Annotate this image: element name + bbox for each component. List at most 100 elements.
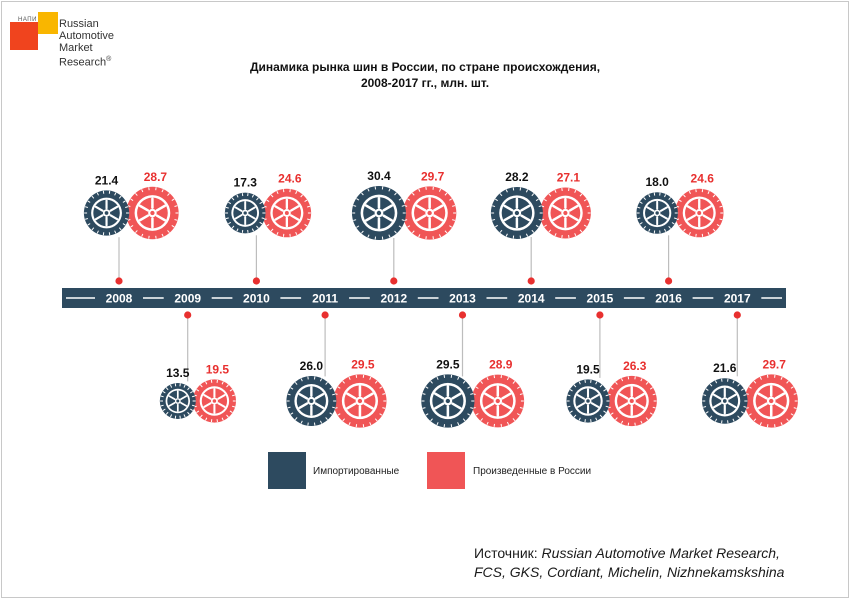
wheel-tread	[191, 404, 195, 407]
wheel-tread	[256, 197, 259, 201]
wheel-icon-domestic	[126, 186, 179, 240]
wheel-tread	[337, 386, 341, 389]
wheel-tread	[688, 190, 691, 195]
wheel-tread	[790, 386, 794, 389]
wheel-icon-imported	[636, 192, 678, 234]
wheel-tread	[91, 227, 95, 231]
wheel-tread	[664, 228, 667, 232]
wheel-spoke	[364, 214, 376, 222]
wheel-tread	[579, 193, 583, 197]
wheel-tread	[130, 225, 134, 228]
wheel-tread	[573, 414, 577, 418]
wheel-icon-domestic	[539, 187, 591, 239]
wheel-spoke	[634, 392, 645, 400]
wheel-tread	[683, 228, 686, 232]
wheel-hub-center	[629, 398, 634, 404]
wheel-spoke	[712, 402, 722, 409]
wheel-tread	[319, 420, 323, 424]
wheel-tread	[569, 389, 573, 392]
wheel-tread	[753, 418, 757, 422]
wheel-spoke	[568, 214, 579, 222]
wheel-tread	[161, 189, 164, 193]
wheel-spoke	[180, 401, 188, 407]
wheel-tread	[603, 410, 607, 413]
wheel-tread	[221, 417, 224, 421]
wheel-icon-domestic	[744, 374, 798, 428]
wheel-spoke	[576, 394, 586, 400]
wheel-spoke	[203, 402, 212, 408]
wheel-tread	[480, 381, 484, 384]
wheel-spoke	[415, 204, 427, 212]
wheel-spoke	[618, 392, 629, 400]
wheel-spoke	[702, 214, 712, 221]
wheel-tread	[449, 225, 453, 228]
wheel-tread	[161, 233, 164, 237]
wheel-tread	[329, 412, 333, 415]
wheel-tread	[300, 194, 303, 198]
wheel-spoke	[484, 402, 495, 410]
wheel-tread	[645, 381, 649, 385]
wheel-spoke	[727, 402, 737, 409]
wheel-tread	[125, 206, 129, 208]
wheel-tread	[649, 387, 653, 390]
wheel-tread	[586, 205, 590, 208]
wheel-spoke	[727, 393, 737, 400]
wheel-hub-center	[104, 211, 109, 215]
wheel-tread	[599, 414, 603, 418]
wheel-spoke	[382, 214, 393, 222]
wheel-hub-center	[495, 398, 500, 404]
wheel-tread	[543, 224, 547, 228]
year-label: 2015	[587, 292, 614, 306]
wheel-tread	[452, 219, 456, 221]
wheel-icon-imported	[224, 192, 266, 234]
wheel-tread	[369, 422, 372, 426]
wheel-tread	[643, 225, 647, 229]
value-label-imported: 30.4	[367, 169, 391, 183]
wheel-tread	[554, 189, 557, 193]
value-label-domestic: 27.1	[557, 171, 581, 185]
logo-red-square	[10, 22, 38, 50]
wheel-hub-center	[212, 399, 217, 403]
wheel-tread	[457, 376, 460, 380]
wheel-tread	[118, 227, 122, 231]
wheel-tread	[719, 205, 723, 208]
year-label: 2017	[724, 292, 751, 306]
wheel-tread	[615, 417, 618, 421]
year-label: 2013	[449, 292, 476, 306]
wheel-tread	[637, 206, 641, 209]
wheel-spoke	[520, 214, 531, 222]
wheel-tread	[462, 380, 466, 384]
wheel-spoke	[138, 204, 150, 212]
wheel-tread	[276, 190, 279, 195]
wheel-tread	[470, 407, 474, 409]
wheel-tread	[84, 218, 89, 220]
wheel-tread	[753, 380, 757, 384]
wheel-tread	[394, 192, 397, 196]
wheel-tread	[639, 222, 643, 225]
wheel-hub-center	[514, 210, 520, 216]
wheel-spoke	[217, 402, 226, 408]
wheel-tread	[96, 192, 99, 196]
wheel-tread	[495, 198, 498, 202]
wheel-tread	[398, 198, 402, 201]
wheel-tread	[732, 380, 735, 384]
wheel-tread	[287, 406, 291, 409]
wheel-tread	[332, 393, 336, 396]
chart-title-line-2: 2008-2017 гг., млн. шт.	[360, 76, 490, 90]
value-label-domestic: 29.7	[763, 357, 787, 371]
wheel-tread	[652, 393, 656, 396]
wheel-spoke	[274, 214, 284, 221]
wheel-tread	[678, 223, 682, 227]
wheel-tread	[228, 201, 232, 205]
wheel-tread	[759, 376, 762, 380]
wheel-tread	[574, 189, 577, 193]
wheel-spoke	[94, 214, 104, 221]
wheel-tread	[719, 218, 723, 221]
wheel-tread	[673, 206, 677, 209]
wheel-tread	[583, 198, 587, 202]
wheel-tread	[664, 194, 667, 198]
year-label: 2011	[312, 292, 338, 306]
wheel-spoke	[433, 214, 444, 222]
wheel-tread	[567, 405, 571, 408]
wheel-tread	[506, 377, 510, 381]
